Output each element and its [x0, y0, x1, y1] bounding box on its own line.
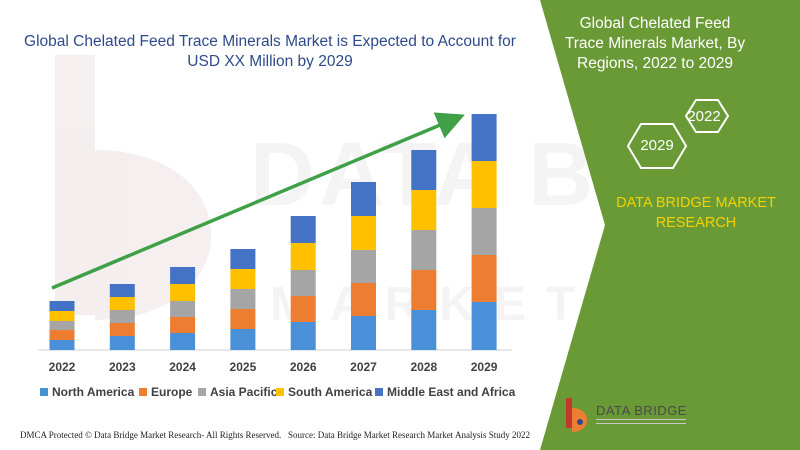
x-tick-labels: 2022 2023 2024 2025 2026 2027 2028 2029 [49, 360, 498, 374]
bar-2029-south-america [471, 161, 497, 208]
bar-2023-south-america [109, 297, 135, 310]
bar-2026-north-america [290, 322, 316, 350]
bar-2025-asia-pacific [230, 289, 256, 309]
bar-2028-south-america [411, 190, 437, 230]
x-tick-2027: 2027 [350, 360, 377, 374]
bar-2025-south-america [230, 269, 256, 289]
legend-label-europe: Europe [151, 385, 193, 399]
bar-2029-north-america [471, 302, 497, 350]
logo-text: DATA BRIDGE [596, 403, 687, 418]
bar-2028-europe [411, 270, 437, 310]
bar-2028-asia-pacific [411, 230, 437, 270]
legend-label-south-america: South America [288, 385, 373, 399]
company-name: DATA BRIDGE MARKET RESEARCH [616, 195, 776, 231]
legend-label-middle-east-and-africa: Middle East and Africa [387, 385, 516, 399]
bar-2027-middle-east-and-africa [351, 182, 376, 216]
legend-swatch-europe [139, 388, 147, 396]
bar-2025-middle-east-and-africa [230, 249, 256, 269]
bar-2026-asia-pacific [290, 270, 316, 296]
x-tick-2025: 2025 [230, 360, 257, 374]
bar-2029-middle-east-and-africa [471, 114, 497, 161]
hexagon-2022 [684, 99, 730, 133]
trend-arrow [51, 112, 465, 290]
bar-2023-asia-pacific [109, 310, 135, 323]
bar-2026-middle-east-and-africa [290, 216, 316, 243]
logo-underline [596, 419, 686, 424]
bar-2028-north-america [411, 310, 437, 350]
bar-2025-europe [230, 309, 256, 329]
bars-group [49, 114, 497, 350]
bar-2027-asia-pacific [351, 250, 376, 283]
bar-2022-north-america [49, 340, 75, 350]
legend: North America Europe Asia Pacific South Ame… [40, 385, 516, 399]
bar-2023-middle-east-and-africa [109, 284, 135, 297]
bar-2024-asia-pacific [170, 301, 196, 317]
x-tick-2028: 2028 [410, 360, 437, 374]
bar-2027-south-america [351, 216, 376, 250]
legend-swatch-asia-pacific [198, 388, 206, 396]
bar-2024-north-america [170, 333, 196, 350]
bar-2022-south-america [49, 311, 75, 321]
bar-2027-north-america [351, 316, 376, 350]
data-bridge-logo-icon [566, 398, 587, 432]
x-tick-2023: 2023 [109, 360, 136, 374]
bar-2027-europe [351, 283, 376, 316]
x-tick-2026: 2026 [290, 360, 317, 374]
chart-title: Global Chelated Feed Trace Minerals Mark… [24, 33, 516, 70]
bar-2022-europe [49, 330, 75, 340]
panel-title: Global Chelated Feed Trace Minerals Mark… [564, 15, 746, 72]
x-tick-2022: 2022 [49, 360, 76, 374]
bar-2029-europe [471, 255, 497, 302]
bar-2025-north-america [230, 329, 256, 350]
bar-2028-middle-east-and-africa [411, 150, 437, 190]
bar-2024-middle-east-and-africa [170, 267, 196, 284]
hex-label-2022: 2022 [687, 108, 721, 125]
legend-label-north-america: North America [52, 385, 135, 399]
legend-label-asia-pacific: Asia Pacific [210, 385, 278, 399]
bar-2024-south-america [170, 284, 196, 301]
bar-2022-middle-east-and-africa [49, 301, 75, 311]
hexagon-2029 [626, 123, 688, 169]
hex-label-2029: 2029 [640, 137, 674, 154]
legend-swatch-north-america [40, 388, 48, 396]
bar-2026-south-america [290, 243, 316, 270]
bar-2026-europe [290, 296, 316, 322]
legend-swatch-south-america [276, 388, 284, 396]
bar-2024-europe [170, 317, 196, 333]
bar-2023-north-america [109, 336, 135, 350]
bar-2022-asia-pacific [49, 321, 75, 330]
footer-source: Source: Data Bridge Market Research Mark… [288, 430, 530, 440]
x-tick-2029: 2029 [471, 360, 498, 374]
bar-2029-asia-pacific [471, 208, 497, 255]
legend-swatch-middle-east-and-africa [375, 388, 383, 396]
x-tick-2024: 2024 [169, 360, 196, 374]
footer-copyright: DMCA Protected © Data Bridge Market Rese… [20, 430, 282, 440]
bar-2023-europe [109, 323, 135, 336]
